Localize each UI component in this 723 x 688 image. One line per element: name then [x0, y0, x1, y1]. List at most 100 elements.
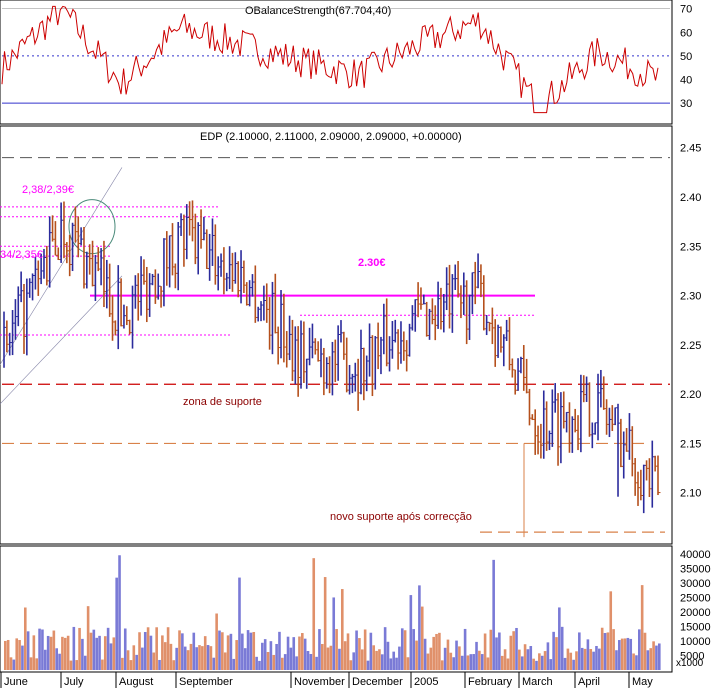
volume-bar	[543, 651, 547, 670]
volume-y-ticks: 40000 35000 30000 25000 20000 15000 10000 5000	[680, 549, 711, 663]
volume-bar	[181, 633, 184, 670]
volume-bar	[175, 647, 178, 670]
volume-bar	[343, 641, 347, 670]
volume-bar	[549, 659, 553, 670]
volume-bar	[443, 647, 447, 670]
volume-bar	[255, 656, 258, 670]
volume-bar	[18, 640, 21, 670]
volume-bar	[301, 633, 304, 670]
volume-tick-label: 40000	[680, 549, 711, 561]
price-tick-label: 2.20	[680, 389, 701, 401]
volume-bar	[598, 648, 601, 670]
volume-bar	[9, 657, 13, 670]
volume-bar	[63, 637, 67, 670]
channel-line-upper	[0, 167, 123, 365]
volume-bar	[55, 648, 59, 670]
volume-bar	[286, 636, 290, 670]
volume-bar	[298, 636, 301, 670]
volume-bar	[81, 638, 84, 670]
volume-bar	[235, 640, 238, 670]
volume-bar	[503, 649, 507, 670]
volume-bar	[132, 645, 136, 670]
volume-bar	[409, 595, 413, 670]
volume-bar	[652, 641, 655, 670]
indicator-tick-label: 40	[680, 75, 692, 87]
volume-bar	[246, 630, 250, 670]
volume-bar	[540, 655, 544, 670]
price-tick-label: 2.15	[680, 438, 701, 450]
volume-bar	[555, 637, 558, 670]
volume-bar	[426, 653, 430, 670]
volume-bar	[269, 641, 273, 670]
x-tick-label: December	[352, 676, 403, 688]
price-tick-label: 2.25	[680, 340, 701, 352]
volume-bar	[332, 597, 336, 670]
volume-bar	[440, 660, 444, 670]
volume-bar	[289, 647, 293, 670]
volume-tick-label: 15000	[680, 621, 711, 633]
volume-bar	[238, 577, 241, 670]
volume-bar	[306, 651, 310, 670]
x-tick-label: March	[522, 676, 553, 688]
volume-bar	[163, 642, 167, 670]
volume-bar	[469, 654, 473, 670]
volume-bar	[580, 647, 584, 670]
label-top-range: 2,38/2,39€	[22, 184, 74, 196]
volume-bar	[58, 653, 61, 670]
volume-bar	[589, 649, 593, 670]
volume-bar	[620, 638, 624, 670]
volume-bar	[41, 629, 44, 670]
volume-bar	[603, 633, 607, 670]
volume-bar	[623, 638, 627, 670]
volume-bar	[432, 636, 435, 670]
volume-bar	[395, 657, 398, 670]
volume-bar	[463, 628, 467, 670]
volume-bar	[403, 630, 407, 670]
volume-bar	[21, 645, 24, 670]
volume-bar	[349, 660, 353, 670]
volume-bar	[578, 632, 581, 670]
volume-bar	[340, 589, 344, 670]
indicator-y-ticks: 70 60 50 40 30	[680, 4, 692, 110]
volume-bar	[606, 632, 610, 670]
volume-bar	[192, 632, 196, 670]
volume-bar	[400, 628, 404, 670]
volume-bar	[218, 630, 221, 670]
volume-bar	[226, 635, 230, 670]
volume-bar	[198, 645, 201, 670]
volume-bar	[303, 638, 307, 670]
volume-bar	[35, 658, 39, 670]
volume-bar	[420, 606, 424, 670]
volume-bar	[518, 649, 521, 670]
volume-bar	[346, 633, 350, 670]
volume-bar	[106, 627, 110, 670]
volume-bar	[232, 658, 236, 670]
volume-bar	[83, 655, 87, 670]
volume-bar	[389, 658, 393, 670]
volume-bar	[546, 642, 550, 670]
volume-bar	[523, 644, 527, 670]
volume-bar	[489, 629, 493, 670]
volume-bar	[526, 649, 530, 670]
volume-bar	[52, 630, 56, 670]
label-230: 2.30€	[358, 257, 386, 269]
volume-bar	[446, 639, 450, 670]
volume-bar	[249, 632, 253, 670]
volume-bar	[158, 659, 161, 670]
volume-bar	[23, 607, 27, 670]
volume-bar	[500, 655, 504, 670]
volume-bar	[466, 655, 470, 670]
volume-bar	[355, 630, 358, 670]
volume-bar	[278, 631, 281, 670]
volume-bar	[512, 631, 515, 670]
volume-bar	[29, 657, 33, 670]
volume-bar	[101, 659, 104, 670]
volume-bar	[618, 640, 621, 670]
volume-bar	[535, 660, 538, 670]
volume-bar	[495, 637, 498, 670]
volume-bar	[386, 641, 390, 670]
volume-bar	[609, 591, 613, 670]
price-tick-label: 2.35	[680, 241, 701, 253]
volume-bar	[121, 657, 124, 670]
volume-bar	[363, 629, 367, 670]
